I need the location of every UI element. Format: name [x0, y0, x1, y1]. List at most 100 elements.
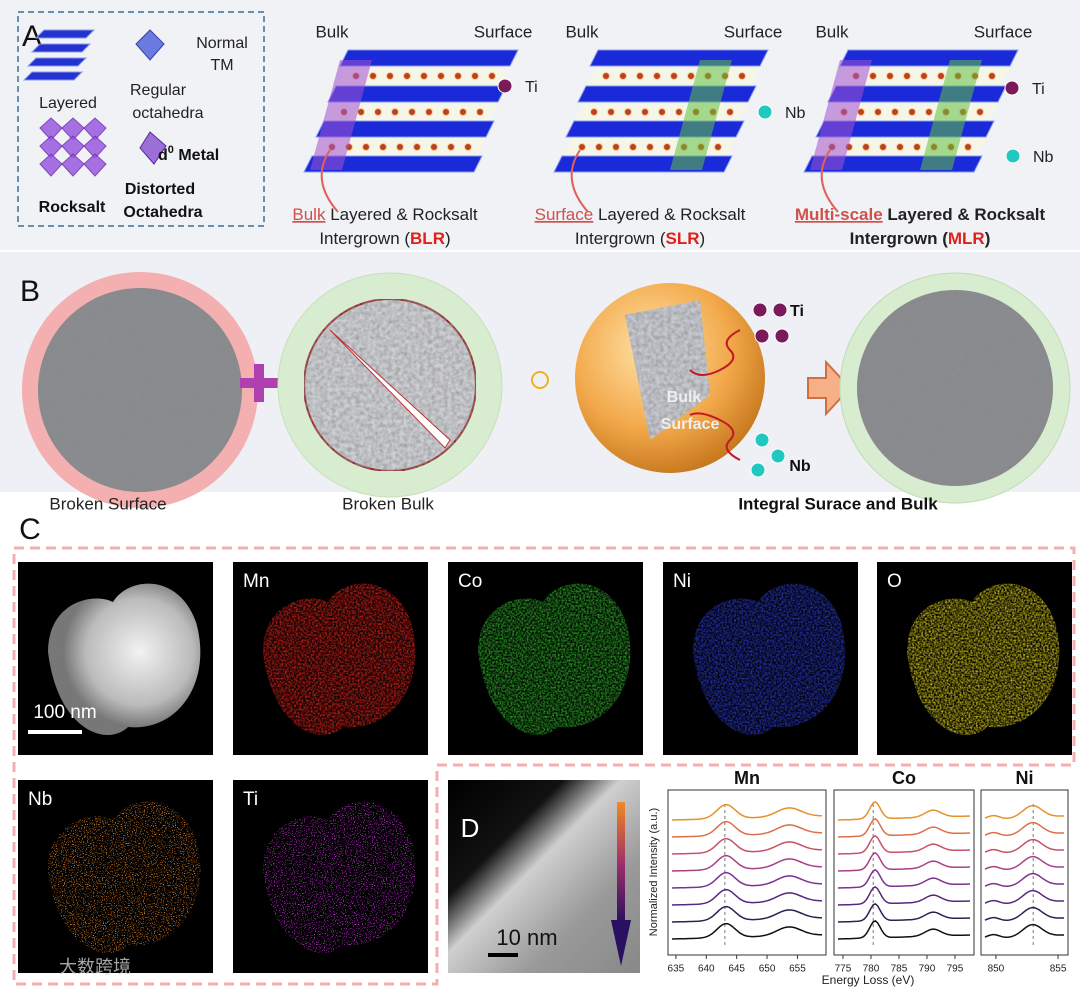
li-atom [357, 108, 365, 116]
edge-title: Co [892, 768, 916, 788]
li-atom [607, 108, 615, 116]
scan-arrow-head [611, 920, 631, 966]
li-atom [602, 72, 610, 80]
li-atom [386, 72, 394, 80]
x-tick-label: 635 [668, 964, 685, 975]
spectrum-curve [837, 869, 971, 889]
crack [329, 329, 451, 449]
li-atom [595, 143, 603, 151]
rocksalt-surface [920, 60, 982, 170]
ion [1005, 148, 1021, 164]
li-atom [903, 72, 911, 80]
slab [315, 120, 495, 138]
slab [565, 120, 745, 138]
spectrum-curve [837, 835, 971, 855]
spectrum-curve [671, 837, 823, 855]
label: d [158, 147, 168, 164]
li-atom [886, 72, 894, 80]
li-atom [658, 108, 666, 116]
caption: ) [700, 229, 706, 248]
octa-icon [83, 117, 107, 141]
big-arrow [807, 359, 852, 417]
x-tick-label: 650 [759, 964, 776, 975]
spectrum-curve [984, 821, 1064, 836]
octa-icon [83, 153, 107, 177]
rocksalt-surface [670, 60, 732, 170]
label: Bulk [667, 389, 702, 406]
li-atom [437, 72, 445, 80]
caption: ) [985, 229, 991, 248]
spectrum-curve [837, 903, 971, 923]
label: Distorted [125, 181, 195, 198]
wave-arrow [689, 329, 741, 376]
caption: Intergrown (SLR) [575, 229, 705, 248]
li-atom [374, 108, 382, 116]
label: Rocksalt [39, 199, 106, 216]
particle [857, 290, 1053, 486]
layer-icon [26, 57, 88, 67]
slab [577, 85, 757, 103]
li-atom [714, 143, 722, 151]
li-atom [362, 143, 370, 151]
wave-arrow [689, 412, 741, 461]
li-atom [862, 143, 870, 151]
edge-title: Ni [1016, 768, 1034, 788]
li-atom [908, 108, 916, 116]
label: Nb [1033, 149, 1054, 166]
spectrum-curve [671, 854, 823, 872]
li-atom [447, 143, 455, 151]
particle-map [263, 801, 416, 953]
label: Ti [1032, 81, 1045, 98]
spectrum-curve [984, 889, 1064, 904]
li-atom [857, 108, 865, 116]
li-atom [641, 108, 649, 116]
li-atom [476, 108, 484, 116]
li-atom [738, 72, 746, 80]
li-atom [396, 143, 404, 151]
li-atom [464, 143, 472, 151]
octa-icon [139, 131, 167, 165]
li-atom [408, 108, 416, 116]
li-atom [459, 108, 467, 116]
caption-highlight: Surface [535, 205, 594, 224]
label: Bulk [565, 22, 599, 41]
content: A Normal TM Layered Regular octahedra d0 Metal… [18, 20, 1072, 987]
map-label: Mn [243, 571, 269, 592]
li-atom [629, 143, 637, 151]
ion [770, 448, 786, 464]
caption: Layered & Rocksalt [325, 205, 477, 224]
spectrum-curve [984, 906, 1064, 921]
axes-frame [833, 789, 975, 956]
label: 100 nm [33, 702, 96, 723]
x-tick-label: 775 [835, 964, 852, 975]
label: Broken Surface [49, 494, 166, 513]
particle-map [48, 801, 201, 953]
watermark: 大数跨境 [59, 957, 131, 977]
spectrum-curve [837, 801, 971, 821]
scale-bar [28, 730, 82, 734]
li-atom [420, 72, 428, 80]
label: Surface [974, 22, 1033, 41]
rocksalt-bulk [310, 60, 372, 170]
spectrum-curve [984, 855, 1064, 870]
bulb [531, 371, 549, 389]
li-atom [471, 72, 479, 80]
panel-label: D [461, 813, 480, 843]
label: Broken Bulk [342, 494, 434, 513]
x-tick-label: 855 [1050, 964, 1067, 975]
caption: Intergrown ( [319, 229, 410, 248]
ion [774, 328, 790, 344]
particle-map [478, 583, 631, 735]
caption-abbr: SLR [666, 229, 700, 248]
ion [497, 78, 513, 94]
axes-frame [667, 789, 827, 956]
li-atom [578, 143, 586, 151]
li-atom [425, 108, 433, 116]
li-atom [726, 108, 734, 116]
label: Ti [790, 303, 804, 320]
caption: Intergrown (BLR) [319, 229, 450, 248]
li-atom [488, 72, 496, 80]
caption: ) [445, 229, 451, 248]
panel-label: C [19, 513, 41, 546]
label: 10 nm [496, 925, 557, 950]
